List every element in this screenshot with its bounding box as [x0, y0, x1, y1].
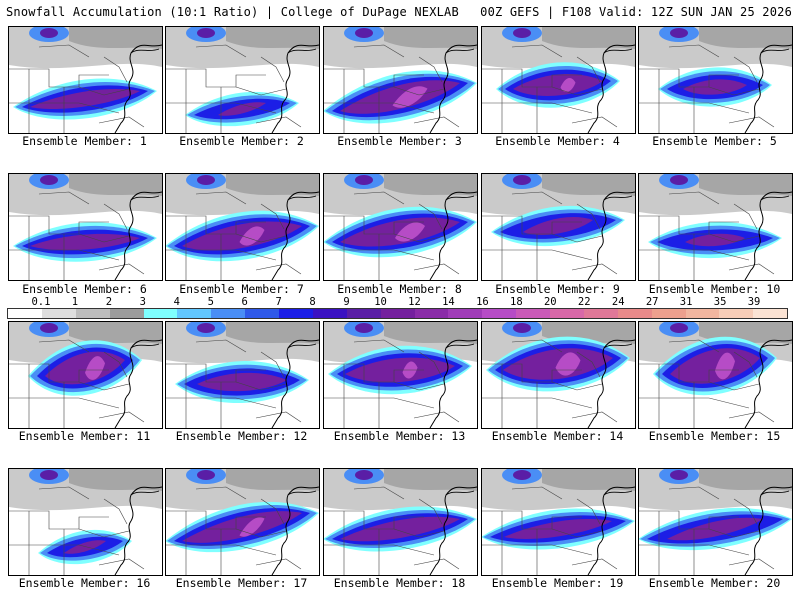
- ensemble-member-label: Ensemble Member: 12: [175, 429, 308, 443]
- ensemble-map-panel: [481, 321, 636, 429]
- ensemble-member-label: Ensemble Member: 20: [648, 576, 781, 590]
- ensemble-map-panel: [481, 26, 636, 134]
- colorbar-tick-label: 2: [105, 296, 113, 308]
- colorbar-swatch: [753, 309, 788, 318]
- colorbar-tick-label: 16: [476, 296, 489, 308]
- ensemble-member-label: Ensemble Member: 17: [175, 576, 308, 590]
- colorbar-tick-label: 10: [374, 296, 387, 308]
- colorbar-swatch: [380, 309, 415, 318]
- colorbar-tick-label: 12: [408, 296, 421, 308]
- colorbar-swatch: [279, 309, 313, 318]
- ensemble-map-panel: [323, 173, 478, 281]
- ensemble-member-label: Ensemble Member: 7: [179, 282, 304, 296]
- colorbar-swatch: [75, 309, 110, 318]
- colorbar-tick-label: 5: [207, 296, 214, 308]
- colorbar-swatch: [41, 309, 76, 318]
- ensemble-map-panel: [638, 468, 793, 576]
- colorbar-swatch: [346, 309, 381, 318]
- colorbar-tick-label: 1: [71, 296, 79, 308]
- ensemble-map-panel: [323, 26, 478, 134]
- colorbar-swatch: [143, 309, 178, 318]
- ensemble-member-label: Ensemble Member: 8: [337, 282, 462, 296]
- colorbar-tick-label: 0.1: [31, 296, 51, 308]
- colorbar-swatch: [583, 309, 618, 318]
- ensemble-member-label: Ensemble Member: 6: [22, 282, 147, 296]
- colorbar-swatch: [516, 309, 550, 318]
- colorbar-swatch: [651, 309, 686, 318]
- colorbar-tick-label: 27: [645, 296, 659, 308]
- colorbar-tick-label: 8: [309, 296, 316, 308]
- ensemble-member-label: Ensemble Member: 13: [333, 429, 466, 443]
- ensemble-map-panel: [638, 26, 793, 134]
- colorbar-tick-label: 39: [747, 296, 761, 308]
- colorbar-swatch: [109, 309, 144, 318]
- ensemble-map-panel: [8, 321, 163, 429]
- ensemble-map-panel: [8, 468, 163, 576]
- ensemble-map-panel: [165, 26, 320, 134]
- colorbar-tick-label: 14: [442, 296, 455, 308]
- colorbar-swatch: [617, 309, 652, 318]
- ensemble-map-panel: [638, 321, 793, 429]
- run-valid-info: 00Z GEFS | F108 Valid: 12Z SUN JAN 25 20…: [480, 5, 792, 19]
- colorbar-swatch: [177, 309, 212, 318]
- ensemble-map-panel: [323, 321, 478, 429]
- ensemble-member-label: Ensemble Member: 18: [333, 576, 466, 590]
- ensemble-member-label: Ensemble Member: 5: [652, 134, 777, 148]
- colorbar-tick-label: 18: [510, 296, 523, 308]
- colorbar-tick-label: 7: [275, 296, 282, 308]
- ensemble-map-panel: [481, 173, 636, 281]
- ensemble-member-label: Ensemble Member: 2: [179, 134, 304, 148]
- colorbar-swatch: [482, 309, 517, 318]
- colorbar-swatch: [8, 309, 42, 318]
- colorbar-swatch: [550, 309, 584, 318]
- colorbar-tick-label: 3: [139, 296, 146, 308]
- ensemble-member-label: Ensemble Member: 1: [22, 134, 147, 148]
- ensemble-member-label: Ensemble Member: 14: [491, 429, 624, 443]
- colorbar-ticks: 0.1 1 2 3 4 5 6 7 8 9 10 12 14 16 18 20 22 24 27 31 35 39: [7, 296, 788, 308]
- colorbar-swatch: [245, 309, 279, 318]
- colorbar-tick-label: 4: [173, 296, 180, 308]
- snowfall-colorbar: [7, 308, 788, 319]
- colorbar-swatch: [685, 309, 720, 318]
- ensemble-map-panel: [481, 468, 636, 576]
- ensemble-map-panel: [165, 321, 320, 429]
- ensemble-map-panel: [323, 468, 478, 576]
- ensemble-member-label: Ensemble Member: 15: [648, 429, 781, 443]
- colorbar-tick-label: 35: [713, 296, 727, 308]
- colorbar-tick-label: 20: [543, 296, 557, 308]
- colorbar-swatch: [211, 309, 246, 318]
- ensemble-member-label: Ensemble Member: 19: [491, 576, 624, 590]
- colorbar-tick-label: 9: [343, 296, 350, 308]
- colorbar-swatch: [414, 309, 449, 318]
- ensemble-member-label: Ensemble Member: 9: [495, 282, 620, 296]
- colorbar-tick-label: 22: [577, 296, 591, 308]
- ensemble-map-panel: [638, 173, 793, 281]
- ensemble-member-label: Ensemble Member: 3: [337, 134, 462, 148]
- colorbar-tick-label: 31: [679, 296, 693, 308]
- ensemble-member-label: Ensemble Member: 16: [18, 576, 151, 590]
- colorbar-tick-label: 24: [611, 296, 625, 308]
- ensemble-map-panel: [8, 173, 163, 281]
- ensemble-member-label: Ensemble Member: 11: [18, 429, 151, 443]
- ensemble-member-label: Ensemble Member: 4: [495, 134, 620, 148]
- colorbar-tick-label: 6: [241, 296, 248, 308]
- colorbar-swatch: [312, 309, 347, 318]
- colorbar-swatch: [448, 309, 483, 318]
- ensemble-member-label: Ensemble Member: 10: [648, 282, 781, 296]
- colorbar-swatch: [719, 309, 754, 318]
- ensemble-map-panel: [165, 468, 320, 576]
- ensemble-map-panel: [8, 26, 163, 134]
- map-title: Snowfall Accumulation (10:1 Ratio) | Col…: [6, 5, 459, 19]
- ensemble-map-panel: [165, 173, 320, 281]
